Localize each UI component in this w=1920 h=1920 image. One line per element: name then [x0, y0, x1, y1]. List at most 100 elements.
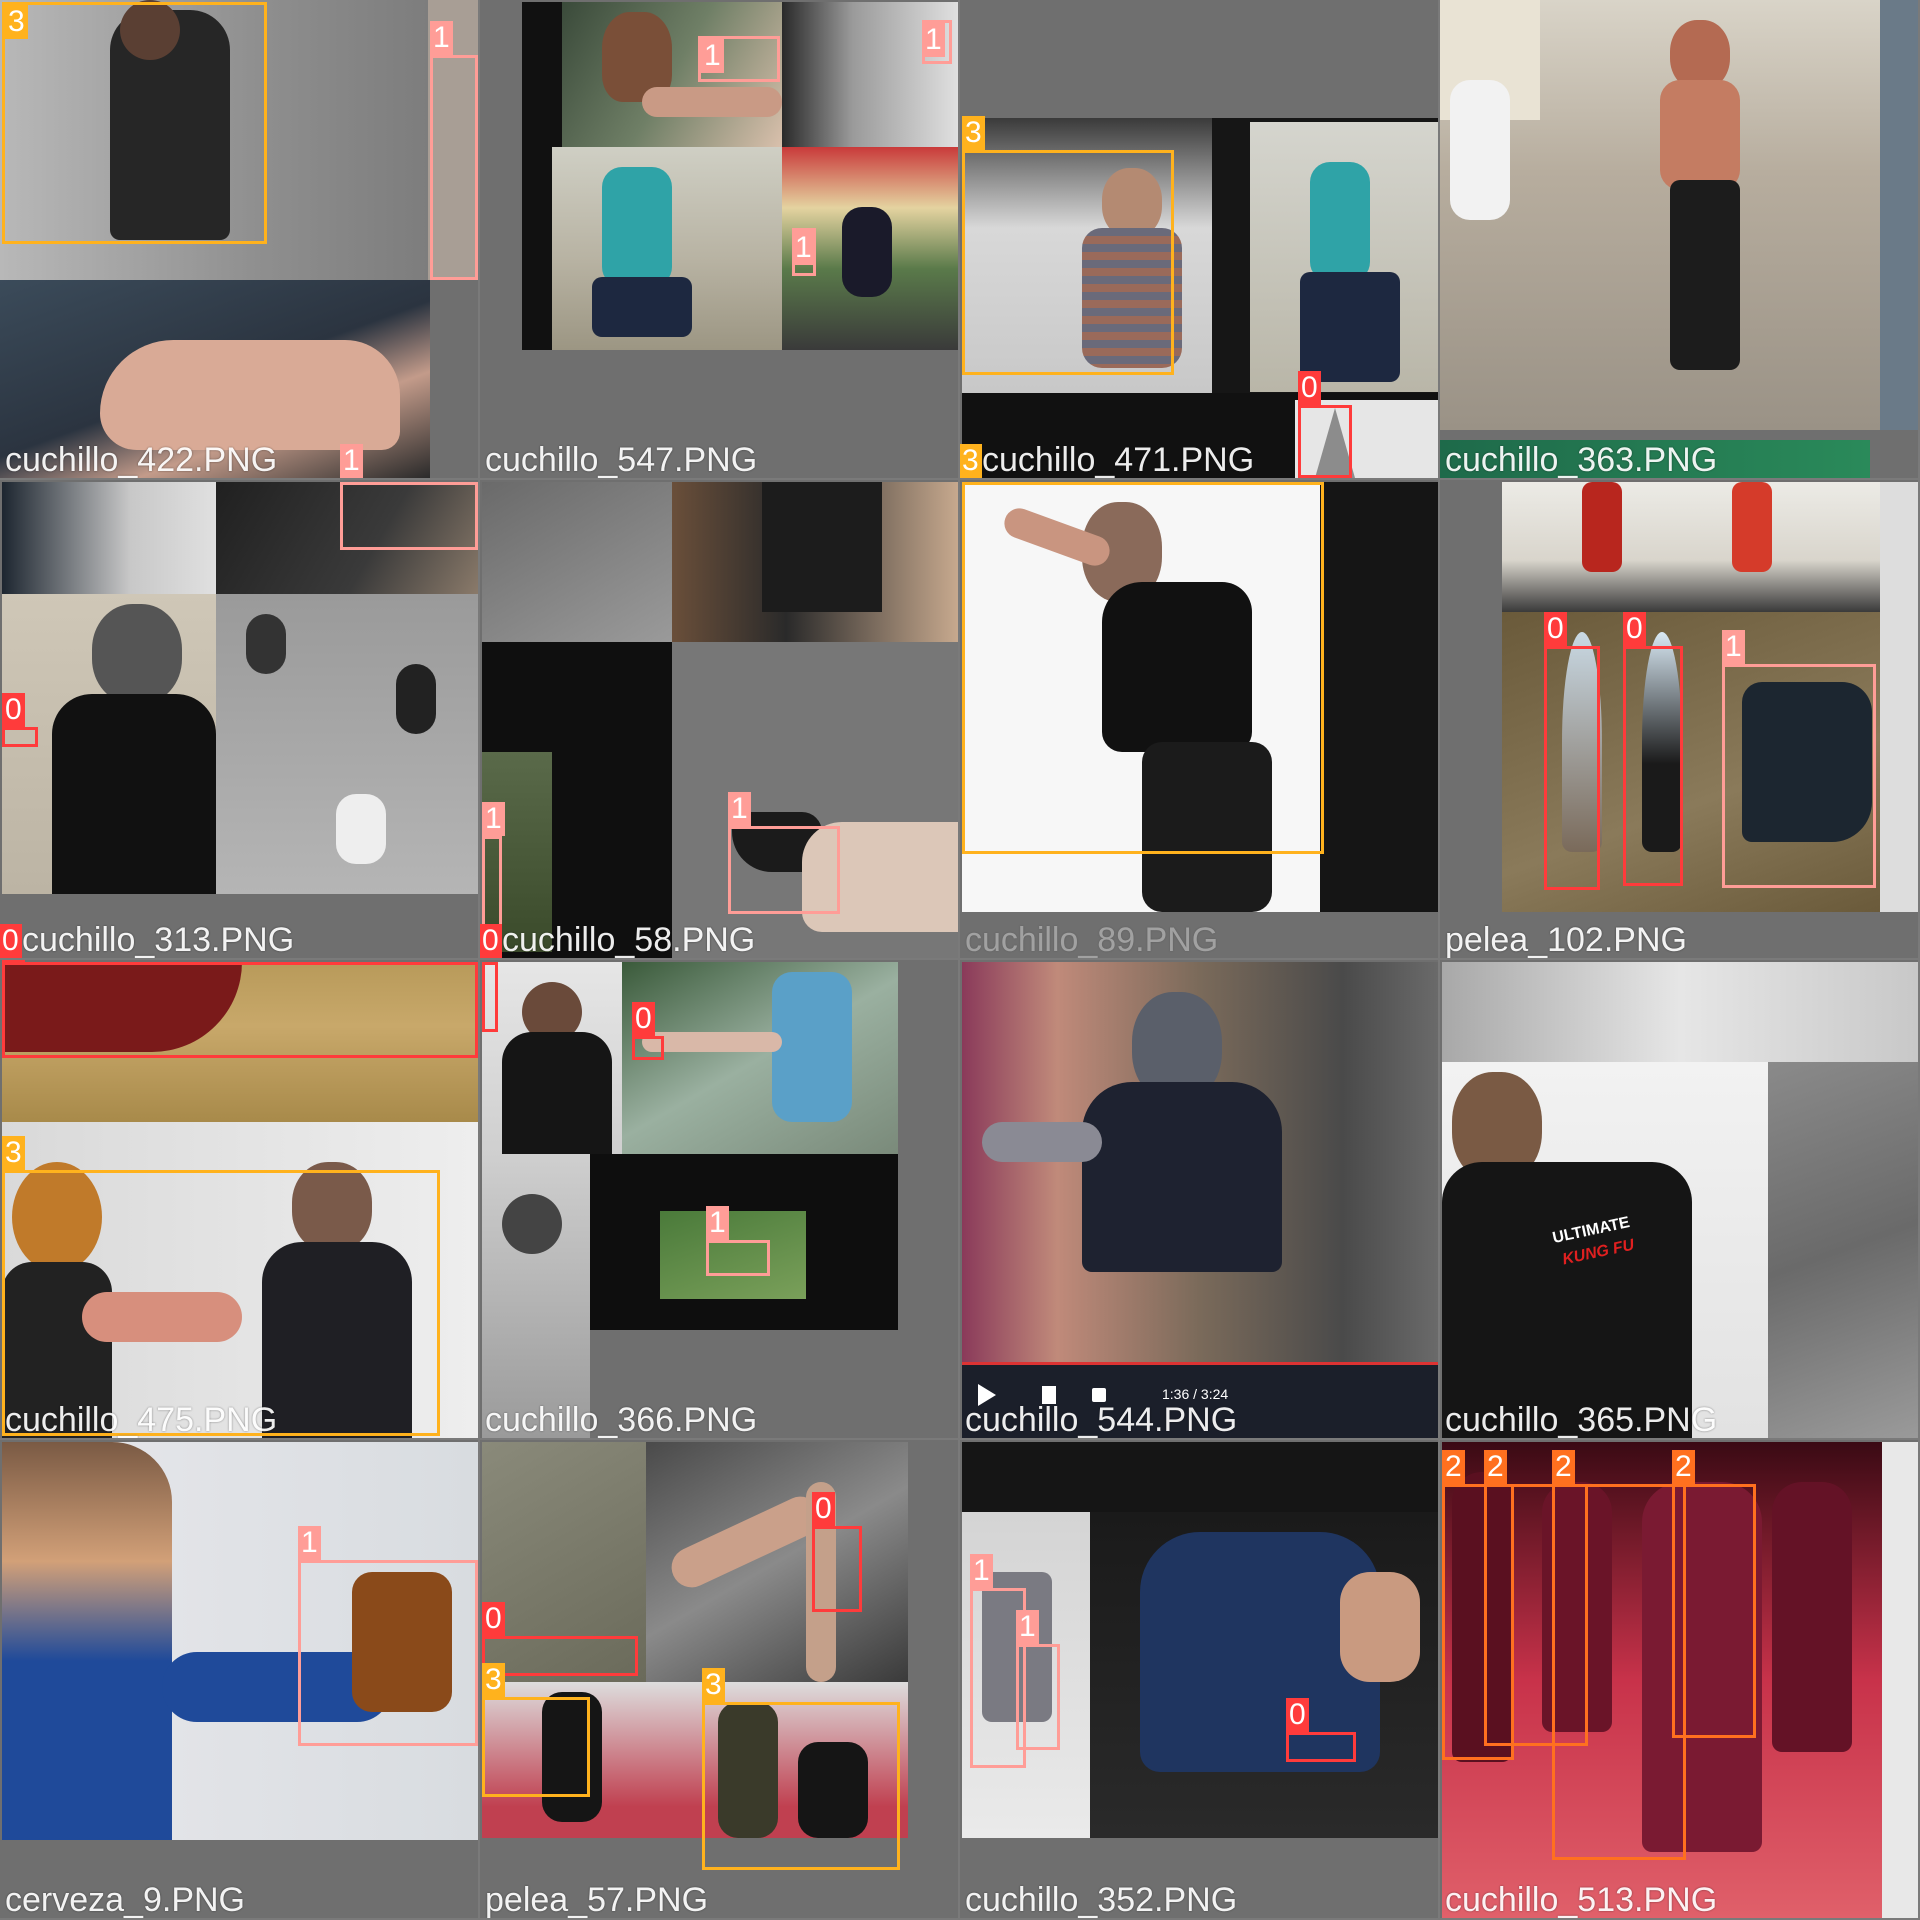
mosaic-tile: ULTIMATE KUNG FU cuchillo_365.PNG — [1440, 960, 1918, 1438]
bbox-class-1: 1 — [1016, 1610, 1060, 1750]
image-filename: cuchillo_544.PNG — [965, 1401, 1238, 1438]
photo-region — [562, 2, 782, 147]
bbox-class-0: 0 — [812, 1492, 862, 1612]
bbox-class-1: 1 — [970, 1554, 1026, 1768]
mosaic-tile: 0 1 cuchillo_366.PNG — [480, 960, 958, 1438]
arm-closeup — [100, 340, 400, 450]
person-silhouette — [336, 794, 386, 864]
image-filename: cerveza_9.PNG — [5, 1881, 245, 1918]
bbox-class-0: 0 — [2, 693, 38, 747]
mosaic-tile: 1 1 1 cuchillo_547.PNG — [480, 0, 958, 478]
person-head — [120, 0, 180, 60]
bbox-label: 1 — [340, 444, 363, 478]
volume-icon[interactable] — [1092, 1388, 1106, 1402]
photo-region — [962, 962, 1438, 1362]
person-silhouette — [246, 614, 286, 674]
play-icon[interactable] — [978, 1384, 996, 1406]
person-shooter — [2, 1442, 172, 1840]
bbox-class-3: 3 — [2, 1136, 440, 1436]
bbox-label: 2 — [1552, 1450, 1575, 1484]
person-silhouette — [542, 1692, 602, 1822]
bbox-class-1: 1 — [430, 21, 478, 280]
bbox-class-0: 0 — [1286, 1698, 1356, 1762]
photo-region — [646, 1442, 908, 1682]
person-shirt — [502, 1032, 612, 1154]
person-legs — [1142, 742, 1272, 912]
progress-bar[interactable] — [962, 1362, 1438, 1365]
bbox-class-3: 3 — [2, 2, 267, 244]
bbox-label: 0 — [2, 960, 25, 962]
photo-region — [2, 1442, 478, 1840]
video-controls: 1:36 / 3:24 — [962, 1362, 1438, 1438]
photo-region — [658, 1682, 908, 1838]
bottle — [1642, 1482, 1762, 1852]
image-filename: cuchillo_422.PNG — [5, 441, 278, 478]
bbox-label: 2 — [1672, 1450, 1695, 1484]
video-time: 1:36 / 3:24 — [1162, 1386, 1229, 1402]
bbox-label: 3 — [702, 1668, 725, 1702]
bbox-label: 2 — [1442, 1450, 1465, 1484]
bbox-label: 0 — [482, 1602, 505, 1636]
next-icon[interactable] — [1042, 1386, 1056, 1404]
bbox-label: 1 — [792, 231, 815, 265]
image-filename: pelea_102.PNG — [1445, 921, 1687, 958]
mosaic-tile: 3 1 1 cuchillo_422.PNG — [0, 0, 478, 478]
arm — [665, 1490, 827, 1594]
bottle — [1452, 1472, 1512, 1762]
photo-region — [1295, 400, 1438, 478]
image-filename: cuchillo_547.PNG — [485, 441, 758, 478]
bbox-label: 1 — [970, 1554, 993, 1588]
knife — [1642, 632, 1682, 852]
photo-region — [1882, 1442, 1918, 1918]
mosaic-tile: 2 2 2 2 cuchillo_513.PNG — [1440, 1440, 1918, 1918]
photo-region — [1250, 122, 1438, 392]
bbox-class-3: 3 — [482, 1663, 590, 1797]
photo-region — [0, 0, 428, 280]
photo-region — [1440, 440, 1870, 478]
bbox-class-0 — [482, 962, 498, 1032]
photo-region — [1320, 482, 1438, 912]
bbox-class-1: 1 — [922, 20, 952, 64]
mosaic-tile: 0 0 cuchillo_313.PNG — [0, 480, 478, 958]
bbox-label: 1 — [1016, 1610, 1039, 1644]
bbox-label: 1 — [430, 21, 453, 55]
photo-region — [672, 642, 958, 958]
bbox-label: 3 — [5, 5, 28, 39]
bbox-label: 1 — [298, 1526, 321, 1560]
bbox-label: 0 — [1623, 612, 1646, 646]
person-shirt — [262, 1242, 412, 1438]
bbox-class-1: 1 — [298, 1526, 478, 1746]
image-filename: cuchillo_313.PNG — [22, 921, 295, 958]
arm — [982, 1122, 1102, 1162]
bbox-label: 0 — [480, 924, 502, 958]
bbox-label: 0 — [1286, 1698, 1309, 1732]
photo-region: ULTIMATE KUNG FU — [1442, 1062, 1768, 1438]
person-head — [92, 604, 182, 704]
knife — [1562, 632, 1602, 852]
person-head — [1670, 20, 1730, 90]
bbox-class-2: 2 — [1552, 1450, 1686, 1860]
bbox-label: 0 — [632, 1002, 655, 1036]
bbox-label: 1 — [706, 1206, 729, 1240]
photo-region — [672, 482, 958, 642]
photo-region — [552, 147, 782, 350]
bbox-label: 1 — [1722, 630, 1745, 664]
mosaic-tile: 0 0 3 3 pelea_57.PNG — [480, 1440, 958, 1918]
image-filename: cuchillo_365.PNG — [1445, 1401, 1718, 1438]
foliage — [482, 752, 552, 952]
photo-region — [216, 594, 478, 894]
image-filename: cuchillo_475.PNG — [5, 1401, 278, 1438]
photo-region — [2, 1122, 478, 1438]
arm — [642, 1032, 782, 1052]
bbox-class-2: 2 — [1484, 1450, 1588, 1746]
mosaic-tile: 0 0 1 pelea_102.PNG — [1440, 480, 1918, 958]
training-dummy-body — [2, 1262, 112, 1438]
bbox-label: 0 — [0, 924, 22, 958]
bbox-label: 0 — [2, 693, 25, 727]
image-filename: cuchillo_471.PNG — [982, 441, 1255, 478]
bbox-class-1 — [340, 482, 478, 550]
person-shirt — [1082, 228, 1182, 368]
image-filename: cuchillo_352.PNG — [965, 1881, 1238, 1918]
bbox-label: 3 — [962, 116, 985, 150]
bbox-class-1: 1 — [728, 792, 840, 914]
